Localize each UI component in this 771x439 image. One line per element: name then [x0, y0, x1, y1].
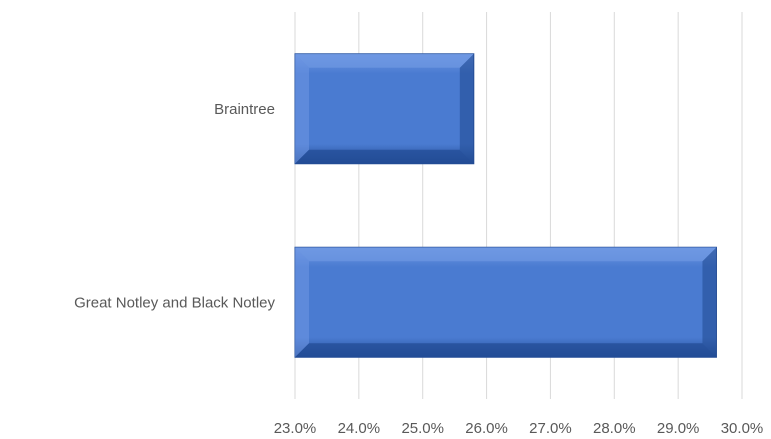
x-tick-label-3: 26.0%: [465, 420, 508, 437]
category-label-0: Braintree: [214, 101, 275, 118]
x-tick-label-0: 23.0%: [274, 420, 317, 437]
bar-1: [294, 246, 717, 358]
x-tick-label-6: 29.0%: [657, 420, 700, 437]
x-tick-label-4: 27.0%: [529, 420, 572, 437]
x-tick-label-1: 24.0%: [338, 420, 381, 437]
x-tick-label-7: 30.0%: [721, 420, 764, 437]
category-label-1: Great Notley and Black Notley: [74, 294, 275, 311]
x-tick-label-2: 25.0%: [401, 420, 444, 437]
bar-0: [294, 53, 475, 165]
bars: [294, 53, 717, 358]
category-labels: Braintree Great Notley and Black Notley: [74, 101, 275, 312]
x-tick-label-5: 28.0%: [593, 420, 636, 437]
x-axis-tick-labels: 23.0% 24.0% 25.0% 26.0% 27.0% 28.0% 29.0% 30.0%: [274, 420, 764, 437]
